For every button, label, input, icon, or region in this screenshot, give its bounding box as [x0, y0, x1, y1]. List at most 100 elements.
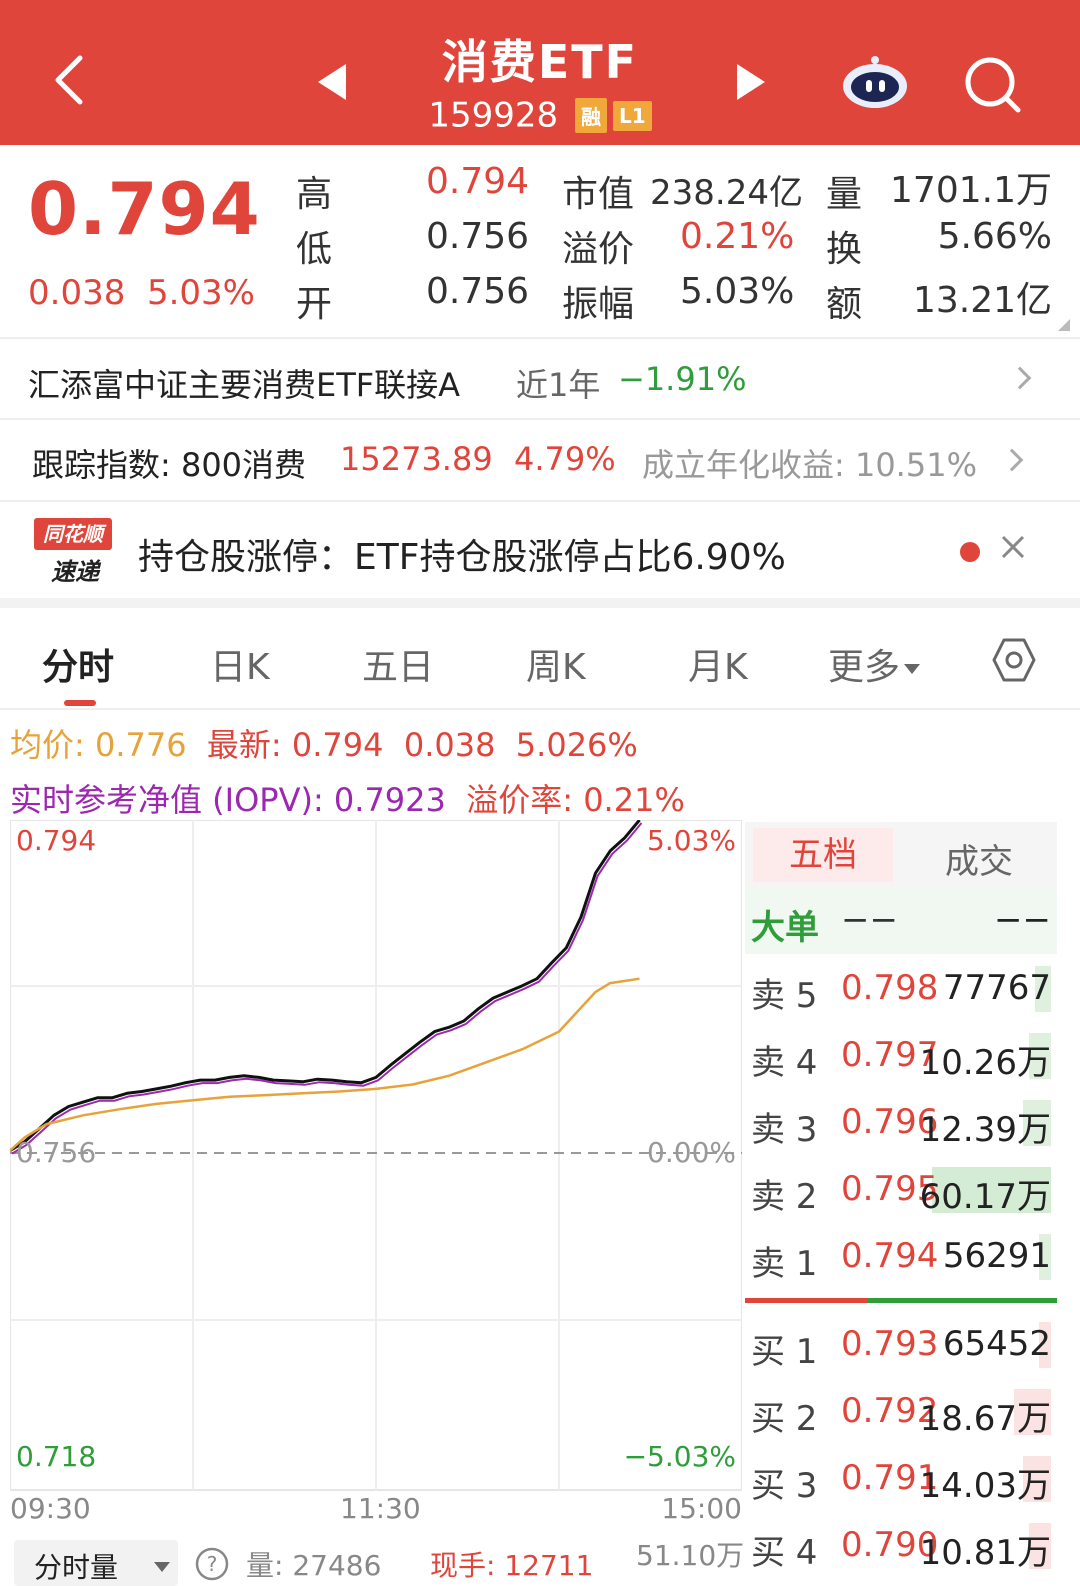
logo-top-text: 同花顺 [34, 518, 112, 550]
page-title: 消费ETF [441, 35, 639, 89]
mktcap-label: 市值 [562, 174, 635, 215]
close-icon[interactable] [998, 532, 1028, 562]
ask-level-row[interactable]: 卖 3 0.796 12.39万 [745, 1090, 1057, 1156]
price-line [10, 820, 641, 1152]
open-value: 0.756 [426, 271, 530, 312]
volume-label: 量 [826, 174, 863, 215]
ask-level-volume: 10.26万 [919, 1043, 1051, 1083]
chevron-right-icon [1008, 366, 1032, 390]
tab-five-levels[interactable]: 五档 [753, 828, 893, 882]
open-label: 开 [296, 284, 333, 325]
ask-level-price: 0.797 [841, 1035, 939, 1075]
ask-level-price: 0.794 [841, 1236, 939, 1276]
iopv-info-line: 实时参考净值 (IOPV): 0.7923 溢价率: 0.21% [10, 775, 685, 821]
stock-code: 159928 [428, 95, 559, 136]
search-icon[interactable] [962, 54, 1024, 116]
volume-strip: 分时量 ? 量: 27486 现手: 12711 51.10万 [0, 1530, 745, 1586]
order-book-tabs: 五档 成交 [745, 822, 1057, 888]
chevron-right-icon [1000, 448, 1024, 472]
prev-stock-icon[interactable] [318, 64, 346, 100]
ask-level-row[interactable]: 卖 5 0.798 77767 [745, 956, 1057, 1022]
pct-axis-top-label: 5.03% [647, 824, 736, 857]
news-banner[interactable]: 同花顺 速递 持仓股涨停：ETF持仓股涨停占比6.90% [0, 502, 1080, 598]
iopv-value: 实时参考净值 (IOPV): 0.7923 [10, 781, 446, 819]
ask-volume-bar [1023, 1100, 1051, 1146]
y-axis-mid-label: 0.756 [16, 1136, 97, 1169]
time-end-label: 15:00 [661, 1492, 742, 1525]
tab-monthly-k[interactable]: 月K [688, 647, 748, 688]
back-icon[interactable] [44, 50, 104, 110]
bid-level-label: 买 4 [751, 1533, 818, 1573]
ask-level-row[interactable]: 卖 1 0.794 56291 [745, 1224, 1057, 1290]
bid-level-volume: 10.81万 [919, 1533, 1051, 1573]
stock-code-row: 159928 融 L1 [330, 94, 750, 136]
ask-level-label: 卖 5 [751, 976, 818, 1016]
tab-five-day[interactable]: 五日 [362, 647, 435, 688]
ths-news-logo: 同花顺 速递 [34, 518, 114, 586]
bid-level-row[interactable]: 买 2 0.792 18.67万 [745, 1379, 1057, 1445]
ask-level-volume: 56291 [942, 1236, 1051, 1276]
ask-level-row[interactable]: 卖 2 0.795 60.17万 [745, 1157, 1057, 1223]
tab-weekly-k[interactable]: 周K [526, 647, 586, 688]
divider [0, 500, 1080, 502]
bid-level-row[interactable]: 买 1 0.793 65452 [745, 1312, 1057, 1378]
ask-level-volume: 12.39万 [919, 1110, 1051, 1150]
amount-value: 13.21亿 [912, 280, 1052, 321]
margin-badge: 融 [574, 98, 607, 133]
bid-volume-bar [1023, 1456, 1051, 1502]
volume-selector[interactable]: 分时量 [14, 1540, 178, 1586]
linked-fund-name: 汇添富中证主要消费ETF联接A [28, 366, 461, 404]
high-value: 0.794 [426, 161, 530, 202]
help-icon[interactable]: ? [194, 1546, 230, 1582]
tab-daily-k[interactable]: 日K [210, 647, 270, 688]
time-start-label: 09:30 [10, 1492, 91, 1525]
low-label: 低 [296, 229, 333, 270]
divider [0, 337, 1080, 339]
unread-dot-icon [960, 542, 980, 562]
ask-volume-bar [1035, 966, 1051, 1012]
high-label: 高 [296, 174, 333, 215]
bid-level-volume: 18.67万 [919, 1399, 1051, 1439]
bid-level-price: 0.792 [841, 1391, 939, 1431]
big-order-label: 大单 [751, 908, 819, 948]
ask-bid-divider [745, 1298, 1057, 1303]
bid-level-row[interactable]: 买 3 0.791 14.03万 [745, 1446, 1057, 1512]
intraday-chart[interactable]: 0.794 0.756 0.718 5.03% 0.00% −5.03% 09:… [10, 820, 742, 1530]
tracking-index-change: 4.79% [514, 440, 616, 478]
bid-level-price: 0.793 [841, 1324, 939, 1364]
robot-assistant-icon[interactable] [840, 52, 910, 112]
big-order-row: 大单 −− −− [745, 888, 1057, 954]
ask-level-volume: 60.17万 [919, 1177, 1051, 1217]
bid-level-label: 买 3 [751, 1466, 818, 1506]
bid-level-price: 0.790 [841, 1525, 939, 1565]
linked-fund-row[interactable]: 汇添富中证主要消费ETF联接A 近1年 −1.91% [0, 340, 1080, 418]
bid-level-row[interactable]: 买 4 0.790 10.81万 [745, 1513, 1057, 1579]
low-value: 0.756 [426, 216, 530, 257]
volume-value: 量: 27486 [246, 1549, 382, 1582]
ask-volume-bar [932, 1167, 1051, 1213]
latest-price: 最新: 0.794 [206, 726, 384, 764]
y-axis-bottom-label: 0.718 [16, 1440, 97, 1473]
settings-icon[interactable] [990, 636, 1038, 684]
expand-corner-icon[interactable] [1058, 319, 1070, 331]
pct-axis-bottom-label: −5.03% [623, 1440, 736, 1473]
bid-level-label: 买 2 [751, 1399, 818, 1439]
ask-level-row[interactable]: 卖 4 0.797 10.26万 [745, 1023, 1057, 1089]
volume-selector-label: 分时量 [34, 1551, 119, 1584]
tracking-index-row[interactable]: 跟踪指数: 800消费 15273.89 4.79% 成立年化收益: 10.51… [0, 420, 1080, 500]
divider [0, 418, 1080, 420]
tab-trades[interactable]: 成交 [945, 842, 1013, 882]
ask-level-price: 0.796 [841, 1102, 939, 1142]
bid-level-label: 买 1 [751, 1332, 818, 1372]
next-stock-icon[interactable] [737, 64, 765, 100]
tab-intraday[interactable]: 分时 [42, 647, 115, 688]
tab-more[interactable]: 更多 [828, 638, 921, 690]
order-book: 五档 成交 大单 −− −− 卖 5 0.798 77767 卖 4 0.797 10.2… [745, 822, 1057, 1586]
volume-right-value: 51.10万 [636, 1539, 745, 1572]
bid-volume-bar [1029, 1523, 1051, 1569]
amount-label: 额 [826, 284, 863, 325]
premium-label: 溢价 [562, 229, 635, 270]
caret-down-icon [154, 1562, 170, 1572]
premium-value: 0.21% [680, 216, 795, 257]
latest-change: 0.038 [403, 726, 496, 764]
